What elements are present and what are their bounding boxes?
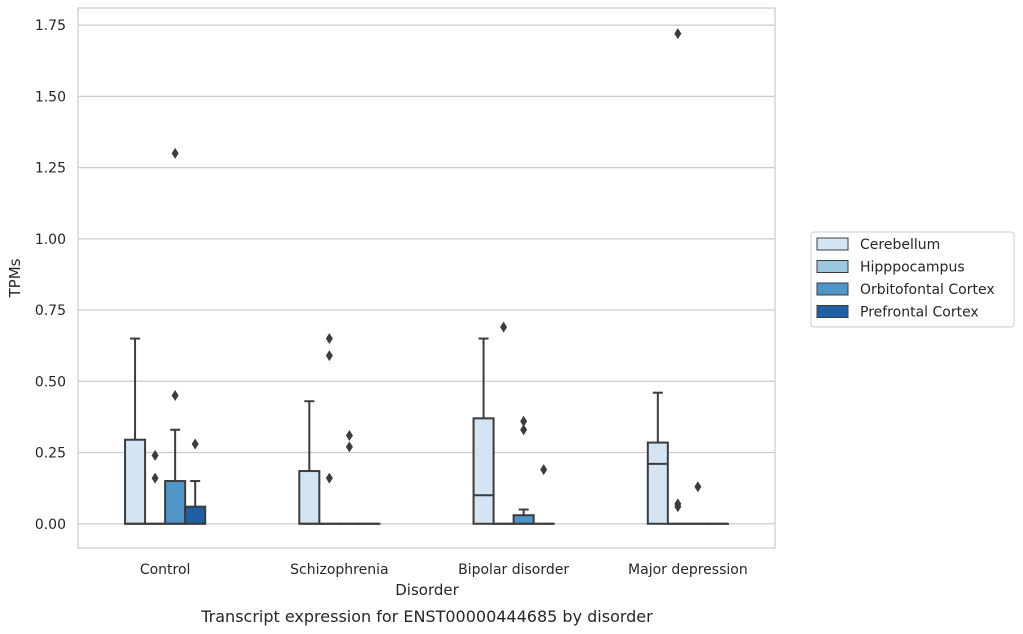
box-rect [646,441,669,525]
box-orbitofontal-cortex [512,415,535,525]
box-rect [164,480,187,525]
legend-label: Hipppocampus [860,260,965,276]
box-cerebellum [298,400,321,525]
outlier-point [674,498,682,510]
box-rect [124,438,147,525]
y-tick-label: 0.25 [35,446,66,462]
legend-swatch [816,237,849,251]
y-tick-label: 0.00 [35,517,66,533]
box-marks [124,28,729,525]
legend-label: Prefrontal Cortex [860,305,979,321]
box-rect [298,470,321,525]
box-rect [472,417,495,525]
grid-lines [78,24,775,525]
box-orbitofontal-cortex [164,147,187,525]
box-rect [184,505,207,525]
outlier-point [151,449,159,461]
box-cerebellum [472,337,495,525]
outlier-point [191,438,199,450]
box-orbitofontal-cortex [338,429,361,525]
y-tick-label: 0.75 [35,303,66,319]
legend-swatch [816,305,849,318]
outlier-point [325,333,333,345]
x-tick-label: Schizophrenia [290,562,388,578]
legend-label: Cerebellum [860,237,940,253]
y-tick-label: 0.50 [35,374,66,390]
outlier-point [500,321,508,333]
x-tick-label: Control [140,562,191,578]
x-axis-title: Disorder [395,581,459,599]
x-tick-label: Major depression [628,562,748,578]
y-axis-ticks: 0.00 0.25 0.50 0.75 1.00 1.25 1.50 1.75 [35,18,66,533]
y-tick-label: 1.25 [35,161,66,177]
y-tick-label: 1.50 [35,89,66,105]
box-prefrontal-cortex [532,464,555,525]
outlier-point [520,415,528,427]
outlier-point [694,481,702,493]
outlier-point [325,472,333,484]
outlier-point [325,350,333,362]
y-tick-label: 1.00 [35,232,66,248]
box-cerebellum [124,337,147,525]
legend-label: Orbitofontal Cortex [860,282,995,298]
outlier-point [674,28,682,40]
box-rect [512,514,535,525]
legend: Cerebellum Hipppocampus Orbitofontal Corte… [810,231,1015,328]
x-axis-ticks: Control Schizophrenia Bipolar disorder Majo… [140,562,748,578]
outlier-point [171,147,179,159]
x-tick-label: Bipolar disorder [458,562,569,578]
outlier-point [540,464,548,476]
outlier-point [151,472,159,484]
y-axis-title: TPMs [6,258,24,298]
legend-frame [810,231,1015,328]
plot-area [78,8,775,548]
box-prefrontal-cortex [184,438,207,525]
outlier-point [171,390,179,402]
outlier-point [520,424,528,436]
legend-swatch [816,282,849,296]
box-cerebellum [646,391,669,525]
y-tick-label: 1.75 [35,18,66,34]
box-hipppocampus [666,28,689,525]
plot-frame [77,7,776,549]
box-hipppocampus [144,449,167,525]
outlier-point [345,429,353,441]
chart-caption: Transcript expression for ENST0000044468… [200,607,653,626]
legend-swatch [816,260,849,273]
outlier-point [345,441,353,453]
